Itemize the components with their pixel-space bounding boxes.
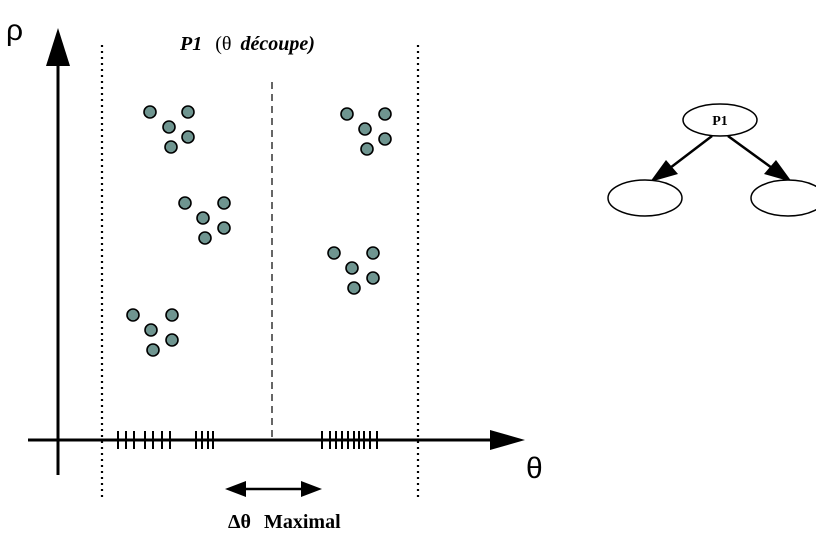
data-point bbox=[164, 140, 178, 154]
cluster-right-top bbox=[340, 107, 392, 156]
x-axis-arrowhead bbox=[490, 430, 525, 450]
data-point bbox=[165, 333, 179, 347]
data-point bbox=[347, 281, 361, 295]
cluster-left-top bbox=[143, 105, 195, 154]
partition-title: P1 (θ découpe) bbox=[179, 33, 315, 55]
cluster-left-middle bbox=[178, 196, 231, 245]
tree-root-label: P1 bbox=[712, 114, 728, 129]
tree-edge-right bbox=[727, 134, 773, 170]
delta-symbol: Δθ bbox=[228, 511, 251, 533]
data-point bbox=[146, 343, 160, 357]
cluster-left-bottom bbox=[126, 308, 179, 357]
data-point bbox=[217, 196, 231, 210]
y-axis-label: ρ bbox=[6, 14, 23, 47]
data-point bbox=[144, 323, 158, 337]
data-point bbox=[217, 221, 231, 235]
tree-left-child-node bbox=[607, 179, 683, 217]
data-point bbox=[327, 246, 341, 260]
data-point bbox=[378, 107, 392, 121]
data-point bbox=[165, 308, 179, 322]
tree-edge-right-head bbox=[764, 160, 792, 182]
delta-arrow-right-head bbox=[301, 481, 322, 497]
data-point bbox=[358, 122, 372, 136]
data-point bbox=[345, 261, 359, 275]
x-axis-label: θ bbox=[526, 452, 543, 485]
tree-root-node bbox=[682, 103, 758, 137]
data-point bbox=[178, 196, 192, 210]
data-points bbox=[126, 105, 392, 357]
data-point bbox=[162, 120, 176, 134]
partition-title-word: découpe bbox=[240, 33, 308, 55]
data-point bbox=[198, 231, 212, 245]
data-point bbox=[181, 105, 195, 119]
delta-label: Δθ Maximal bbox=[228, 511, 341, 533]
data-point bbox=[196, 211, 210, 225]
tree-edge-left-head bbox=[650, 160, 678, 182]
data-point bbox=[181, 130, 195, 144]
tree-edge-left bbox=[669, 135, 713, 169]
delta-arrow-left-head bbox=[225, 481, 246, 497]
data-point bbox=[340, 107, 354, 121]
data-point bbox=[366, 246, 380, 260]
y-axis-arrowhead bbox=[46, 28, 70, 66]
projection-ticks bbox=[117, 431, 378, 449]
split-tree: P1 bbox=[607, 103, 816, 217]
delta-word: Maximal bbox=[264, 511, 341, 533]
data-point bbox=[126, 308, 140, 322]
tree-right-child-node bbox=[750, 179, 816, 217]
cluster-right-middle bbox=[327, 246, 380, 295]
partition-title-symbol: θ bbox=[222, 33, 232, 55]
data-point bbox=[378, 132, 392, 146]
data-point bbox=[143, 105, 157, 119]
data-point bbox=[366, 271, 380, 285]
data-point bbox=[360, 142, 374, 156]
partition-title-name: P1 bbox=[179, 33, 202, 55]
